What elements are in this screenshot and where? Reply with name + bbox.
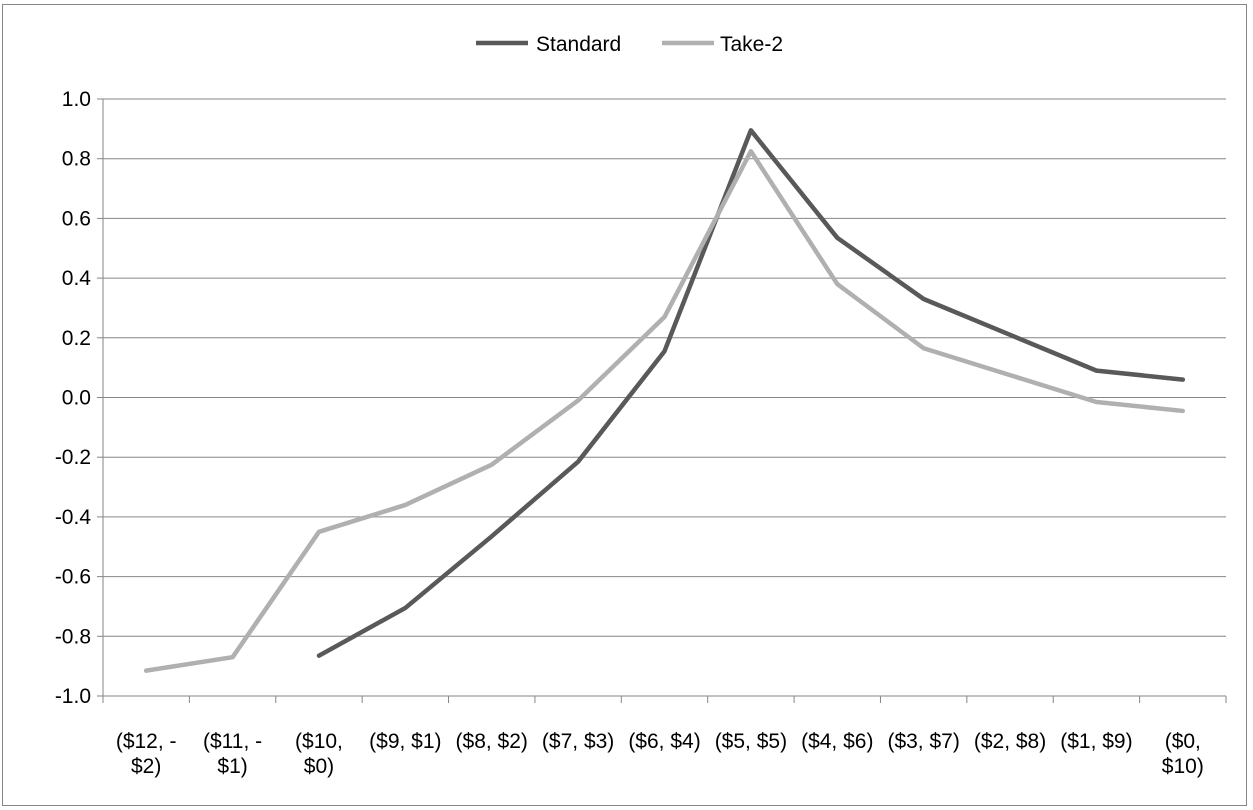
y-tick-label: -0.6 — [55, 566, 91, 589]
x-tick-label: ($9, $1) — [369, 730, 441, 753]
x-tick-label: ($4, $6) — [801, 730, 873, 753]
x-tick-label: ($7, $3) — [542, 730, 614, 753]
y-tick-label: 0.6 — [62, 207, 91, 230]
y-tick-label: -0.8 — [55, 625, 91, 648]
legend: Standard Take-2 — [476, 33, 783, 56]
x-tick-labels: ($12, -$2) ($11, -$1) ($10, $0) ($9, $1) ($8,… — [116, 730, 1204, 778]
x-tick-label: ($5, $5) — [715, 730, 787, 753]
series-lines — [143, 128, 1186, 673]
y-tick-labels: 1.0 0.8 0.6 0.4 0.2 0.0 -0.2 -0.4 -0.6 -0.8 -1.0 — [55, 88, 92, 708]
y-tick-label: 0.0 — [62, 387, 91, 410]
y-tick-label: 1.0 — [62, 88, 91, 111]
axes — [97, 98, 1227, 703]
y-tick-label: -0.2 — [55, 446, 91, 469]
y-tick-label: -0.4 — [55, 506, 92, 529]
x-tick-label: ($2, $8) — [974, 730, 1046, 753]
y-tick-label: 0.2 — [62, 327, 91, 350]
x-tick-label: ($10, $0) — [295, 730, 343, 778]
x-tick-label: ($12, -$2) — [116, 730, 177, 778]
x-tick-label: ($0, $10) — [1162, 730, 1204, 778]
gridlines — [103, 98, 1226, 697]
x-tick-label: ($8, $2) — [456, 730, 528, 753]
y-tick-label: -1.0 — [55, 685, 91, 708]
x-tick-label: ($11, -$1) — [203, 730, 262, 778]
y-tick-label: 0.4 — [62, 267, 92, 290]
legend-label: Take-2 — [720, 33, 783, 56]
x-tick-label: ($1, $9) — [1060, 730, 1132, 753]
series-line-take-2 — [143, 148, 1186, 673]
y-tick-label: 0.8 — [62, 148, 91, 171]
x-tick-label: ($3, $7) — [887, 730, 959, 753]
series-line-standard — [316, 128, 1186, 658]
x-tick-label: ($6, $4) — [628, 730, 700, 753]
legend-label: Standard — [536, 33, 621, 56]
